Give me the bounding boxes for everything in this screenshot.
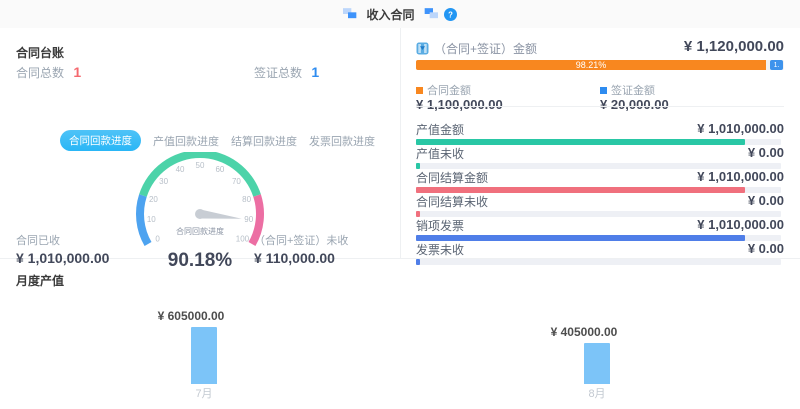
svg-text:40: 40 bbox=[176, 165, 185, 174]
svg-text:10: 10 bbox=[147, 215, 156, 224]
svg-text:50: 50 bbox=[196, 161, 205, 170]
svg-text:100: 100 bbox=[236, 235, 250, 244]
svg-text:90: 90 bbox=[244, 215, 253, 224]
svg-text:60: 60 bbox=[215, 165, 224, 174]
svg-text:20: 20 bbox=[149, 195, 158, 204]
svg-text:?: ? bbox=[448, 10, 453, 19]
svg-text:70: 70 bbox=[232, 177, 241, 186]
svg-text:合同回款进度: 合同回款进度 bbox=[176, 226, 224, 236]
svg-text:0: 0 bbox=[155, 235, 160, 244]
svg-text:80: 80 bbox=[242, 195, 251, 204]
svg-text:30: 30 bbox=[159, 177, 168, 186]
